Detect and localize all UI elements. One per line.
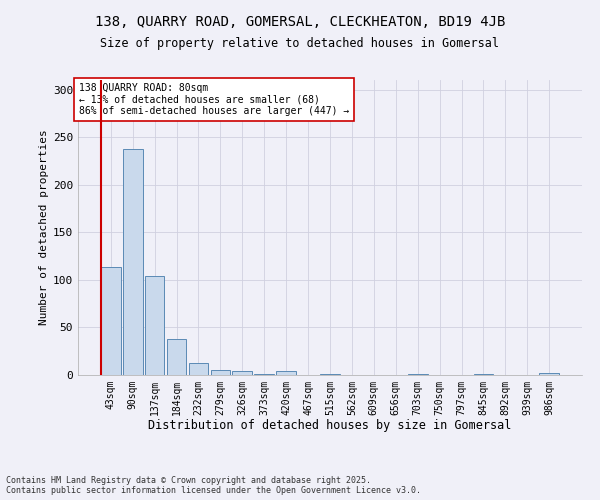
- Bar: [167, 339, 187, 375]
- Bar: [101, 266, 121, 375]
- Bar: [254, 374, 274, 375]
- Bar: [123, 148, 143, 375]
- Bar: [473, 374, 493, 375]
- Text: Size of property relative to detached houses in Gomersal: Size of property relative to detached ho…: [101, 38, 499, 51]
- Bar: [539, 373, 559, 375]
- Bar: [145, 276, 164, 375]
- Bar: [276, 371, 296, 375]
- Text: 138, QUARRY ROAD, GOMERSAL, CLECKHEATON, BD19 4JB: 138, QUARRY ROAD, GOMERSAL, CLECKHEATON,…: [95, 15, 505, 29]
- Bar: [232, 371, 252, 375]
- Bar: [320, 374, 340, 375]
- Text: Contains HM Land Registry data © Crown copyright and database right 2025.
Contai: Contains HM Land Registry data © Crown c…: [6, 476, 421, 495]
- Bar: [408, 374, 428, 375]
- Bar: [211, 370, 230, 375]
- Y-axis label: Number of detached properties: Number of detached properties: [39, 130, 49, 326]
- X-axis label: Distribution of detached houses by size in Gomersal: Distribution of detached houses by size …: [148, 420, 512, 432]
- Bar: [188, 362, 208, 375]
- Text: 138 QUARRY ROAD: 80sqm
← 13% of detached houses are smaller (68)
86% of semi-det: 138 QUARRY ROAD: 80sqm ← 13% of detached…: [79, 83, 349, 116]
